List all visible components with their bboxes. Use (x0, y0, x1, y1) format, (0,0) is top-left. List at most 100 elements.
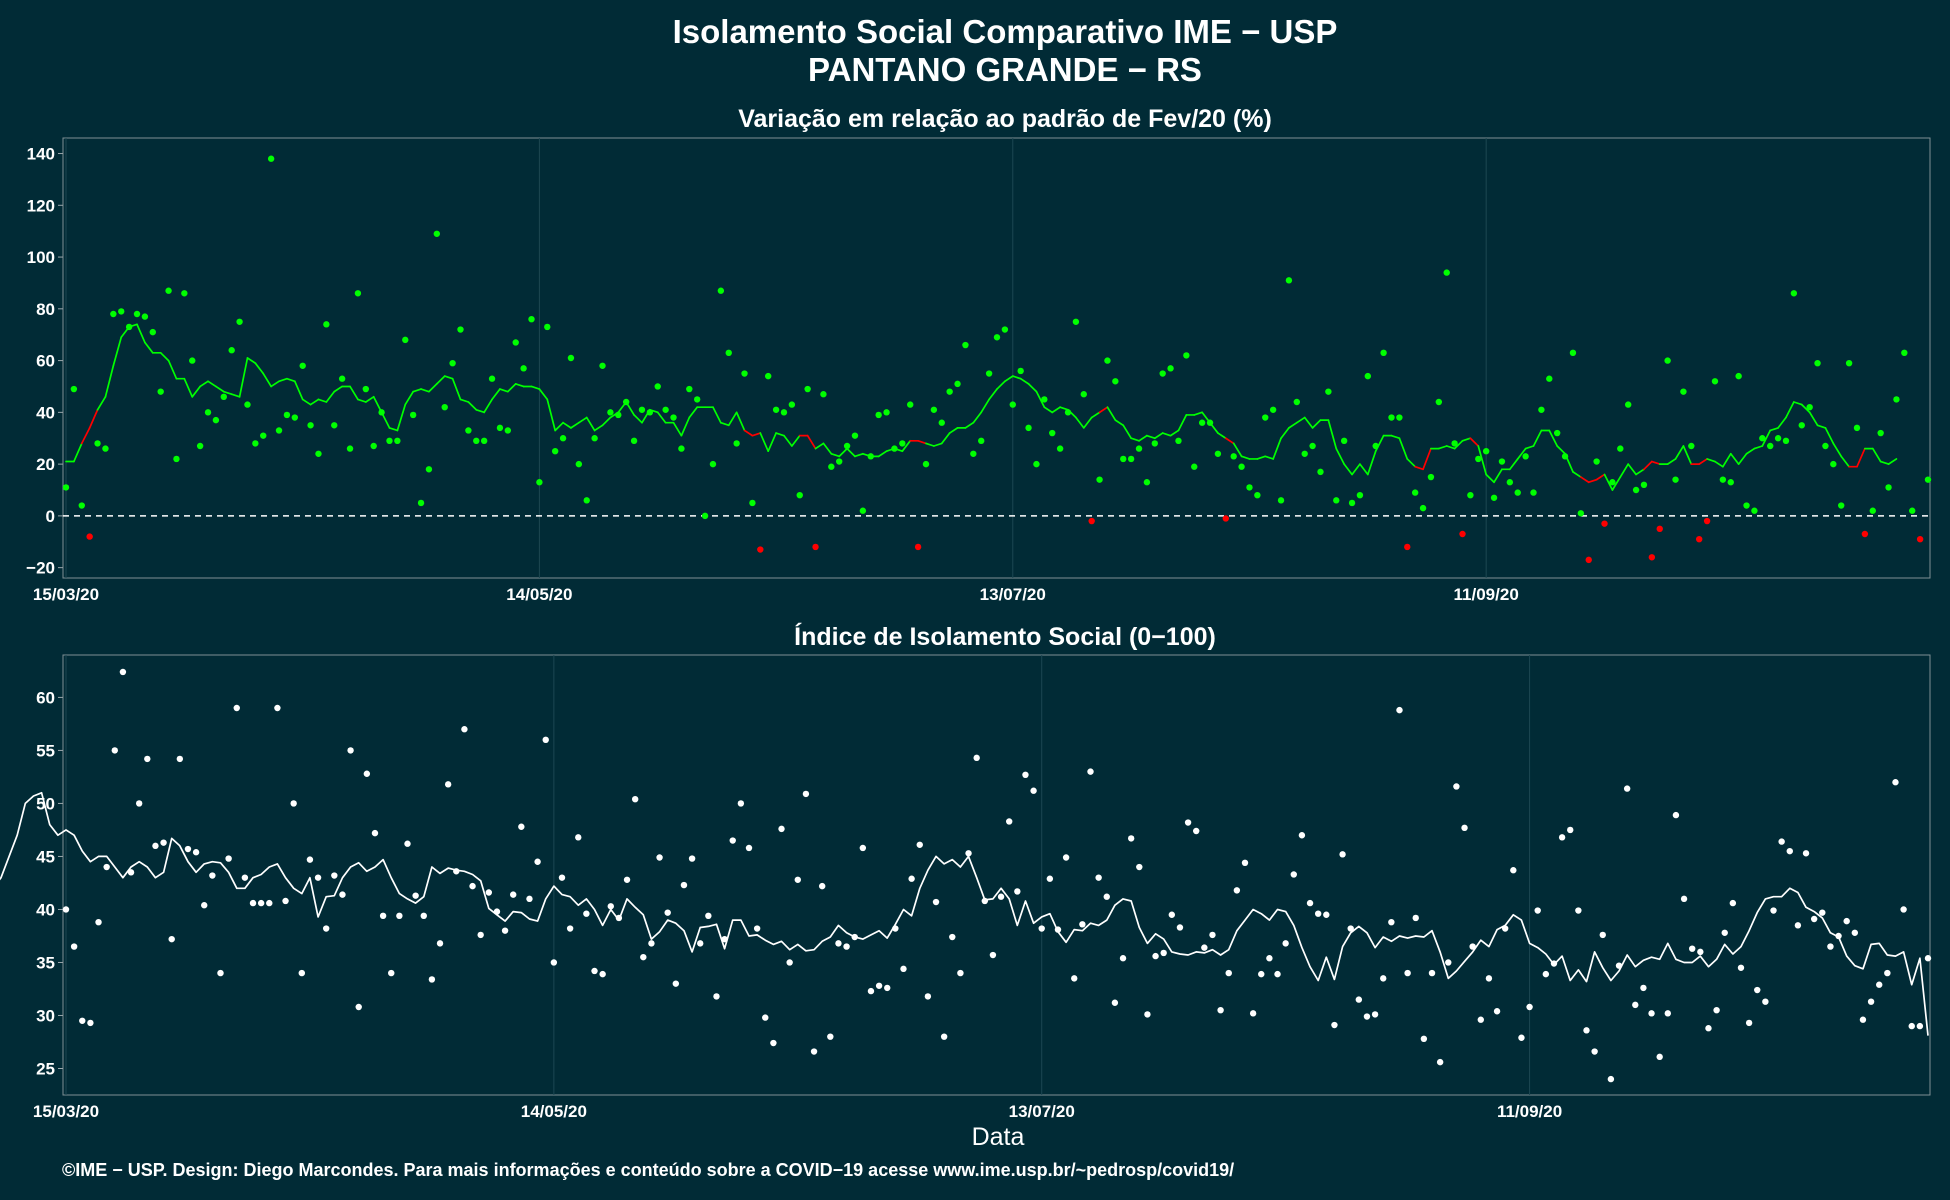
panel1-moving-average-segment (1359, 463, 1369, 476)
panel1-moving-average-segment (775, 432, 785, 437)
panel1-data-point (536, 479, 543, 486)
panel2-data-point (461, 726, 468, 733)
panel2-data-point (1412, 914, 1419, 922)
panel2-data-point (493, 908, 501, 915)
panel1-moving-average-segment (435, 375, 446, 385)
panel1-data-point (1869, 507, 1876, 514)
panel2-data-point (623, 876, 631, 883)
panel1-data-point (386, 437, 393, 445)
panel1-data-point (331, 422, 338, 429)
panel1-data-point (1364, 372, 1372, 380)
panel2-x-tick-label: 13/07/20 (1009, 1102, 1075, 1121)
panel1-data-point (196, 442, 204, 450)
panel2-moving-average-line (0, 791, 1929, 1036)
panel2-data-point (249, 899, 257, 907)
panel2-data-point (1924, 955, 1932, 962)
panel2-data-point (518, 823, 525, 830)
panel1-moving-average-segment (506, 383, 517, 393)
panel2-data-point (835, 940, 842, 947)
panel1-moving-average-segment (1524, 445, 1535, 450)
panel1-data-point (638, 406, 646, 413)
panel2-data-point (867, 987, 875, 995)
panel1-data-point (1451, 440, 1458, 447)
panel1-data-point (141, 313, 149, 320)
panel2-data-point (1477, 1016, 1484, 1023)
x-axis-title: Data (972, 1123, 1025, 1151)
panel1-moving-average-segment (751, 432, 762, 437)
panel1-data-point (1143, 479, 1151, 486)
panel1-data-point (899, 440, 906, 447)
panel1-data-point (1790, 290, 1798, 297)
panel2-data-point (1550, 960, 1558, 967)
panel1-moving-average-segment (1651, 460, 1661, 465)
panel1-data-point (394, 437, 401, 445)
panel1-moving-average-segment (1406, 458, 1417, 468)
panel1-y-tick-label: 20 (36, 455, 55, 474)
panel1-moving-average-segment (964, 421, 975, 429)
panel2-data-point (1615, 962, 1623, 969)
panel1-moving-average-segment (1311, 419, 1322, 429)
panel1-data-point (970, 450, 977, 457)
panel2-data-point (1176, 924, 1184, 931)
panel1-data-point (165, 287, 172, 294)
panel2-data-point (485, 889, 493, 896)
panel1-moving-average-segment (238, 357, 249, 398)
panel1-moving-average-segment (791, 434, 801, 447)
panel1-data-point (709, 460, 717, 468)
panel2-data-point (1461, 824, 1468, 832)
panel1-y-tick-label: 40 (36, 403, 55, 422)
panel1-moving-average-segment (293, 380, 304, 401)
panel2-data-point (1835, 932, 1842, 940)
panel1-moving-average-segment (1532, 429, 1543, 447)
panel1-moving-average-segment (1627, 463, 1637, 476)
panel2-data-point (875, 982, 883, 989)
panel1-moving-average-segment (767, 432, 777, 453)
panel2-data-point (1290, 871, 1297, 878)
panel1-moving-average-segment (1706, 458, 1716, 463)
panel1-x-tick-label: 11/09/20 (1454, 585, 1519, 604)
panel1-x-tick-label: 15/03/20 (33, 585, 99, 604)
panel2-data-point (1038, 925, 1045, 932)
panel1-moving-average-segment (593, 424, 604, 432)
panel1-data-point (1522, 453, 1529, 460)
panel2-data-point (87, 1019, 94, 1027)
panel1-data-point (417, 499, 425, 507)
panel1-moving-average-segment (570, 421, 580, 429)
panel1-moving-average-segment (325, 390, 336, 403)
panel1-data-point (1214, 450, 1222, 457)
panel1-data-point (1459, 530, 1466, 538)
panel2-data-point (1184, 819, 1192, 826)
panel2-data-point (1770, 907, 1777, 914)
panel1-data-point (346, 445, 354, 452)
panel2-data-point (631, 795, 639, 803)
panel2-data-point (404, 840, 411, 847)
panel2-data-point (1786, 847, 1793, 855)
panel2-data-point (1672, 811, 1680, 819)
panel2-data-point (266, 899, 273, 907)
panel1-data-point (1096, 476, 1103, 483)
panel1-moving-average-segment (538, 388, 549, 401)
panel1-data-point (1767, 442, 1774, 450)
panel1-moving-average-segment (1579, 476, 1590, 484)
panel1-moving-average-segment (1106, 406, 1117, 421)
panel1-moving-average-segment (112, 336, 123, 367)
panel1-data-point (1751, 507, 1758, 514)
panel1-moving-average-segment (633, 414, 643, 424)
panel1-data-point (204, 409, 212, 416)
panel1-data-point (1340, 437, 1348, 445)
panel2-data-point (940, 1033, 948, 1040)
panel1-data-point (1191, 463, 1198, 470)
panel1-moving-average-segment (286, 377, 296, 383)
panel1-data-point (1585, 556, 1592, 564)
panel1-data-point (1538, 406, 1545, 413)
panel1-data-point (1475, 455, 1482, 463)
panel1-moving-average-segment (1887, 458, 1898, 465)
panel2-data-point (1827, 943, 1834, 950)
panel1-data-point (978, 437, 985, 445)
panel1-data-point (551, 447, 559, 455)
panel2-data-point (1079, 921, 1086, 928)
panel1-moving-average-segment (554, 421, 564, 432)
panel2-data-point (916, 841, 923, 848)
panel1-plot: 15/03/20 14/05/20 13/07/20 11/09/20 −20 0 20 40… (26, 138, 1932, 604)
panel2-data-point (1306, 899, 1314, 907)
